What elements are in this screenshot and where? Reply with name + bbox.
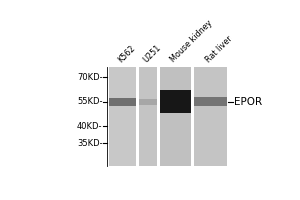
- Bar: [194, 97, 227, 106]
- Text: Mouse kidney: Mouse kidney: [169, 19, 214, 64]
- Text: K562: K562: [116, 43, 137, 64]
- Bar: [194, 67, 227, 166]
- Bar: [160, 90, 191, 113]
- Bar: [139, 99, 157, 105]
- Bar: [109, 67, 136, 166]
- Text: Rat liver: Rat liver: [204, 34, 234, 64]
- Text: 40KD-: 40KD-: [77, 122, 103, 131]
- Bar: [109, 98, 136, 106]
- Bar: [139, 67, 157, 166]
- Text: 55KD-: 55KD-: [77, 97, 103, 106]
- Bar: [160, 67, 191, 166]
- Text: 70KD-: 70KD-: [77, 73, 103, 82]
- Text: 35KD-: 35KD-: [77, 139, 103, 148]
- Text: U251: U251: [142, 43, 163, 64]
- Text: EPOR: EPOR: [234, 97, 262, 107]
